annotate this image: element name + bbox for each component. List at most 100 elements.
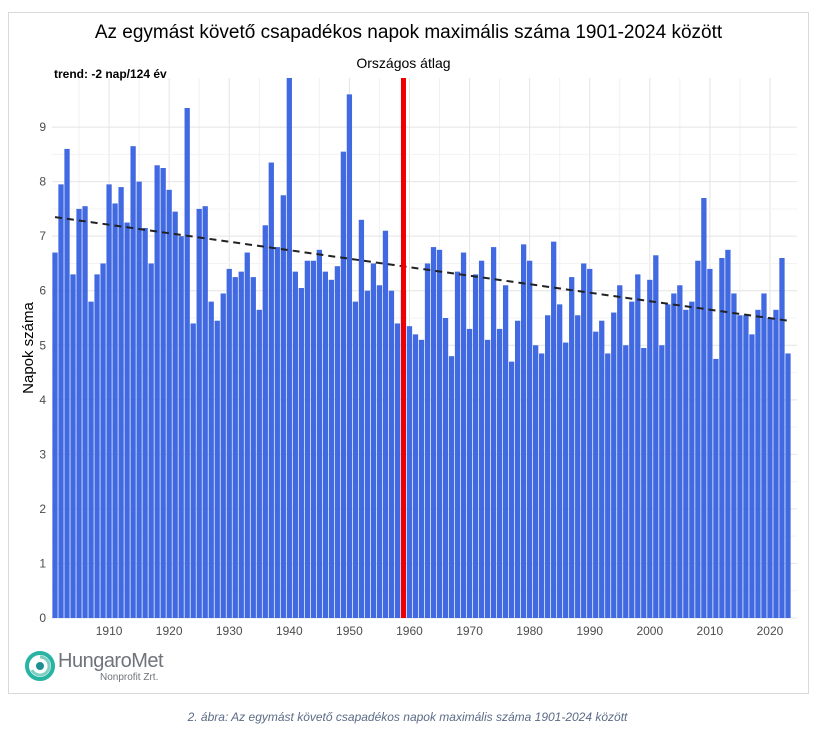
bar (731, 293, 737, 618)
bar (364, 290, 371, 618)
bar (779, 258, 785, 618)
bar (244, 252, 250, 618)
bar (70, 274, 76, 618)
bar (106, 184, 112, 618)
bar (286, 78, 292, 618)
bar (112, 203, 118, 619)
bar (100, 263, 106, 618)
swirl-logo-icon (25, 651, 55, 681)
bar (394, 323, 401, 618)
bar (94, 274, 100, 618)
bar (346, 94, 353, 618)
y-tick-label: 9 (39, 120, 46, 134)
bar (232, 277, 238, 618)
bar (250, 277, 256, 618)
y-tick-label: 4 (39, 393, 46, 407)
bar (154, 165, 160, 619)
bar (334, 266, 341, 618)
bar (412, 334, 419, 618)
y-tick-label: 2 (39, 502, 46, 516)
bar (719, 258, 725, 618)
bar (773, 309, 779, 618)
bar (448, 356, 455, 618)
y-tick-label: 1 (39, 556, 46, 570)
bar (472, 274, 479, 618)
bar (785, 353, 791, 618)
x-tick-label: 2020 (757, 624, 784, 638)
bar (496, 328, 503, 618)
bar (52, 252, 58, 618)
bar (761, 293, 767, 618)
bar (226, 268, 232, 618)
bar (328, 279, 335, 618)
bar (737, 315, 743, 618)
y-tick-label: 7 (39, 229, 46, 243)
bar (713, 358, 719, 618)
bar (184, 108, 190, 618)
bar (256, 309, 262, 618)
bar (148, 263, 154, 618)
y-tick-label: 3 (39, 447, 46, 461)
bar (316, 249, 323, 618)
bar (551, 241, 557, 619)
bar (160, 168, 166, 618)
bar (611, 312, 617, 618)
bar (262, 225, 268, 619)
y-tick-label: 0 (39, 611, 46, 625)
bar (617, 285, 623, 618)
bar (725, 249, 731, 618)
bar (268, 162, 274, 618)
bar (388, 290, 395, 618)
bar (352, 301, 359, 618)
bar (755, 309, 761, 618)
bar (196, 208, 202, 618)
bar (298, 288, 304, 618)
bar (545, 315, 551, 618)
bar (569, 277, 575, 618)
bar (490, 247, 497, 618)
bar (454, 271, 461, 618)
bar (172, 211, 178, 619)
bar (418, 339, 425, 618)
bar (64, 148, 70, 618)
bar (665, 304, 671, 618)
bar (322, 271, 329, 618)
x-tick-label: 1950 (336, 624, 363, 638)
bar (238, 271, 244, 618)
bar (280, 195, 286, 619)
bar (520, 244, 527, 618)
bar (587, 268, 593, 618)
bar (581, 263, 587, 618)
bar (701, 198, 707, 618)
bar (575, 315, 581, 618)
logo-name: HungaroMet (58, 650, 164, 672)
bar (82, 206, 88, 618)
bar (502, 285, 509, 618)
bar (142, 228, 148, 618)
bar (641, 348, 647, 618)
bar (166, 189, 172, 618)
trend-line (54, 216, 789, 322)
bar (478, 260, 485, 618)
bar (76, 208, 82, 618)
bar (557, 304, 563, 618)
x-tick-label: 1920 (156, 624, 183, 638)
average-marker-label: Országos átlag (356, 55, 450, 71)
bar (358, 219, 365, 618)
x-tick-label: 2000 (636, 624, 663, 638)
bar (707, 268, 713, 618)
bar (406, 326, 413, 618)
bar (743, 315, 749, 618)
trend-label: trend: -2 nap/124 év (54, 67, 167, 81)
bar (466, 328, 473, 618)
x-tick-label: 1940 (276, 624, 303, 638)
bar (677, 285, 683, 618)
bar (340, 151, 347, 619)
bar (484, 339, 491, 618)
bar (58, 184, 64, 618)
bar (683, 309, 689, 618)
logo-subtitle: Nonprofit Zrt. (100, 672, 159, 683)
bar (436, 249, 443, 618)
bar (130, 146, 136, 618)
bar (460, 252, 467, 618)
